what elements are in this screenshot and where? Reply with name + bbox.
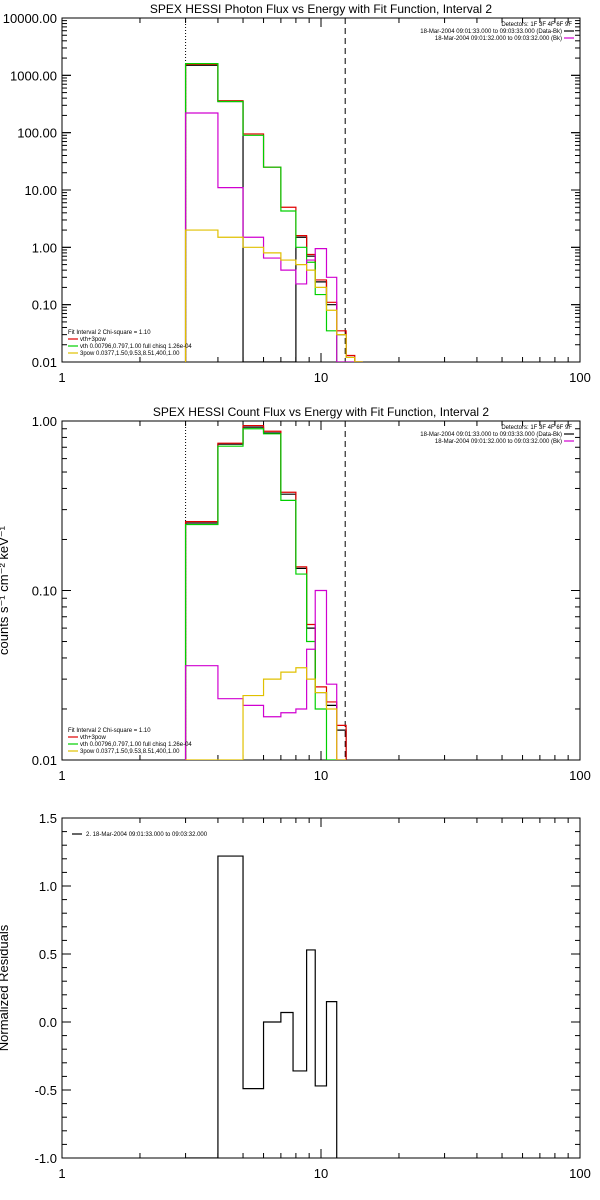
legend-right-entry: 18-Mar-2004 09:01:32.000 to 09:03:32.000… bbox=[435, 439, 562, 445]
legend-left-entry: vth 0.00796,0.797,1.00 full chisq 1.26e-… bbox=[80, 742, 192, 748]
legend-left-entry: Fit Interval 2 Chi-square = 1.10 bbox=[68, 330, 151, 336]
legend-right-entry: Detectors: 1F 3F 4F 6F 9F bbox=[501, 425, 572, 431]
y-tick-label: 1.00 bbox=[32, 414, 57, 429]
legend-left-entry: 3pow 0.0377,1.50,9.53,8.51,400,1.00 bbox=[80, 351, 180, 357]
chart-2: SPEX HESSI Count Flux vs Energy with Fit… bbox=[0, 405, 591, 783]
y-axis-label: counts s⁻¹ cm⁻² keV⁻¹ bbox=[0, 525, 11, 655]
legend-left-entry: vth+3pow bbox=[80, 337, 107, 343]
chart-title: SPEX HESSI Count Flux vs Energy with Fit… bbox=[153, 405, 489, 419]
y-axis-label: Normalized Residuals bbox=[0, 924, 11, 1051]
y-tick-label: -0.5 bbox=[35, 1083, 57, 1098]
x-tick-label: 100 bbox=[569, 1166, 591, 1181]
plot-frame bbox=[61, 817, 581, 1159]
y-tick-label: 0.01 bbox=[32, 753, 57, 768]
legend-right-entry: 18-Mar-2004 09:01:33.000 to 09:03:33.000… bbox=[420, 29, 562, 35]
x-tick-label: 10 bbox=[314, 370, 328, 385]
y-tick-label: 0.10 bbox=[32, 584, 57, 599]
series-5-line bbox=[184, 229, 363, 362]
y-tick-label: -1.0 bbox=[35, 1151, 57, 1166]
legend-right-entry: 18-Mar-2004 09:01:32.000 to 09:03:32.000… bbox=[435, 36, 562, 42]
series-1-line bbox=[184, 426, 347, 760]
x-tick-label: 1 bbox=[58, 1166, 65, 1181]
x-tick-label: 100 bbox=[569, 370, 591, 385]
y-tick-label: 10.00 bbox=[24, 183, 57, 198]
x-tick-label: 100 bbox=[569, 768, 591, 783]
x-tick-label: 10 bbox=[314, 768, 328, 783]
series-4-line bbox=[184, 112, 363, 362]
y-tick-label: 1.5 bbox=[39, 811, 57, 826]
series-2-line bbox=[184, 63, 363, 362]
series-5-line bbox=[185, 667, 347, 760]
x-tick-label: 10 bbox=[314, 1166, 328, 1181]
y-tick-label: 0.10 bbox=[32, 298, 57, 313]
legend-left-entry: Fit Interval 2 Chi-square = 1.10 bbox=[68, 728, 151, 734]
y-tick-label: 0.5 bbox=[39, 947, 57, 962]
series-1-line bbox=[185, 855, 338, 1158]
series-2-line bbox=[184, 424, 347, 760]
plot-frame bbox=[61, 17, 581, 363]
series-4-line bbox=[184, 589, 347, 760]
y-tick-label: 0.0 bbox=[39, 1015, 57, 1030]
y-tick-label: 1.00 bbox=[32, 240, 57, 255]
x-tick-label: 1 bbox=[58, 768, 65, 783]
y-tick-label: 1.0 bbox=[39, 879, 57, 894]
chart-1: SPEX HESSI Photon Flux vs Energy with Fi… bbox=[3, 2, 591, 385]
y-tick-label: 0.01 bbox=[32, 355, 57, 370]
legend-left-entry: vth+3pow bbox=[80, 735, 107, 741]
legend-left-entry: vth 0.00796,0.797,1.00 full chisq 1.26e-… bbox=[80, 344, 192, 350]
chart-3: 1 10 100 -1.0 -0.5 0.0 0.5 1.0 1.5 Normalized Res… bbox=[0, 811, 591, 1181]
series-3-line bbox=[184, 428, 347, 760]
legend-right-entry: Detectors: 1F 3F 4F 6F 9F bbox=[501, 22, 572, 28]
legend-left-entry: 3pow 0.0377,1.50,9.53,8.51,400,1.00 bbox=[80, 749, 180, 755]
chart-title: SPEX HESSI Photon Flux vs Energy with Fi… bbox=[150, 2, 492, 16]
x-tick-label: 1 bbox=[58, 370, 65, 385]
y-tick-label: 10000.00 bbox=[3, 11, 57, 26]
legend-right-entry: 18-Mar-2004 09:01:33.000 to 09:03:33.000… bbox=[420, 432, 562, 438]
y-tick-label: 1000.00 bbox=[10, 68, 57, 83]
y-tick-label: 100.00 bbox=[17, 126, 57, 141]
legend-entry: 2. 18-Mar-2004 09:01:33.000 to 09:03:32.… bbox=[86, 832, 208, 838]
